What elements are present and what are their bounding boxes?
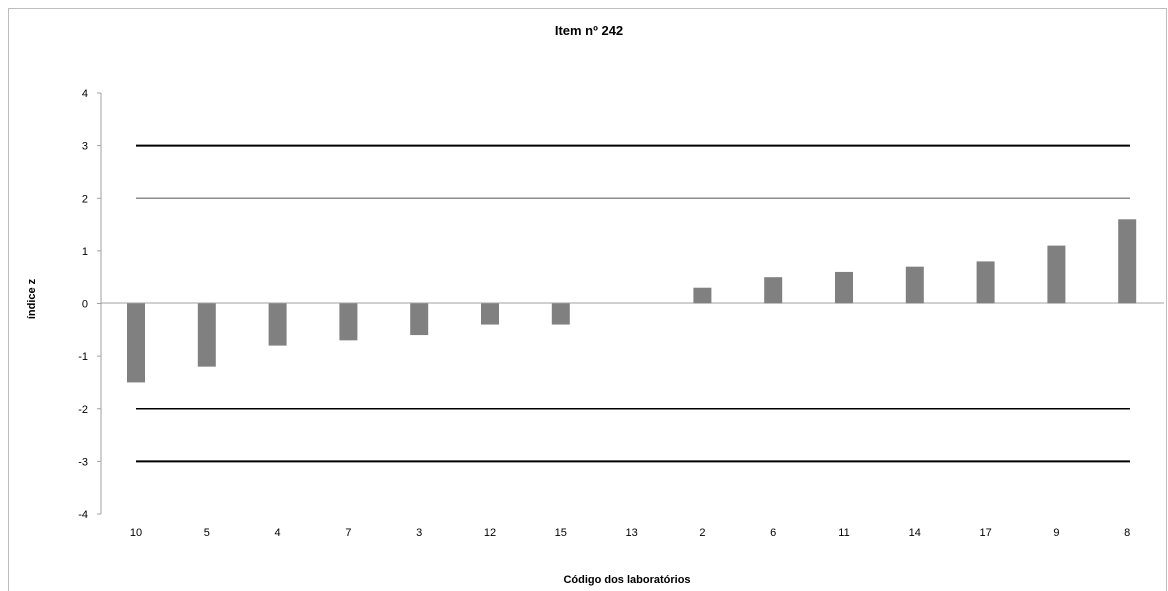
bar-15 — [551, 303, 570, 325]
x-tick-label: 5 — [204, 527, 210, 539]
bar-8 — [1118, 219, 1137, 304]
bar-6 — [764, 277, 783, 304]
x-tick-label: 3 — [416, 527, 422, 539]
bar-7 — [339, 303, 358, 341]
y-tick-label: 0 — [82, 299, 88, 311]
chart-frame — [8, 8, 1167, 591]
y-ticks: 4 3 2 1 0 -1 -2 -3 -4 — [78, 88, 101, 521]
bar-12 — [481, 303, 499, 325]
x-axis-label: Código dos laboratórios — [563, 574, 690, 586]
x-tick-label: 8 — [1124, 527, 1130, 539]
y-tick-label: 1 — [82, 246, 88, 258]
x-tick-label: 13 — [625, 527, 637, 539]
y-axis-label: índice z — [26, 278, 38, 319]
bar-4 — [268, 303, 287, 346]
bar-10 — [127, 303, 145, 383]
x-tick-label: 14 — [909, 527, 921, 539]
bars — [127, 219, 1137, 383]
x-tick-label: 15 — [555, 527, 567, 539]
bar-5 — [197, 303, 216, 367]
bar-14 — [905, 266, 924, 304]
x-tick-label: 9 — [1053, 527, 1059, 539]
y-tick-label: 3 — [82, 141, 88, 153]
bar-2 — [693, 287, 712, 304]
x-tick-label: 11 — [838, 527, 849, 539]
x-tick-label: 2 — [699, 527, 705, 539]
bar-3 — [410, 303, 429, 336]
x-tick-label: 12 — [484, 527, 496, 539]
bar-11 — [835, 271, 853, 304]
x-tick-label: 4 — [275, 527, 281, 539]
x-ticks: 10 5 4 7 3 12 15 13 2 6 11 14 17 9 8 — [130, 527, 1130, 539]
x-tick-label: 10 — [130, 527, 142, 539]
bar-9 — [1047, 245, 1066, 304]
y-tick-label: -3 — [78, 456, 88, 468]
bar-17 — [976, 261, 995, 304]
chart-title: Item nº 242 — [555, 23, 623, 38]
x-tick-label: 6 — [770, 527, 776, 539]
y-tick-label: 4 — [82, 88, 88, 100]
y-tick-label: -1 — [78, 351, 88, 363]
x-tick-label: 17 — [979, 527, 991, 539]
y-tick-label: 2 — [82, 193, 88, 205]
y-tick-label: -2 — [78, 404, 88, 416]
reference-lines — [136, 144, 1130, 463]
y-tick-label: -4 — [78, 509, 88, 521]
x-tick-label: 7 — [345, 527, 351, 539]
